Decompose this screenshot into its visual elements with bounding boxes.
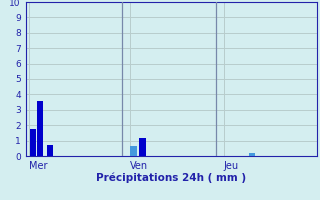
Bar — [37, 101, 43, 156]
Bar — [29, 129, 36, 156]
Bar — [249, 153, 255, 156]
Bar — [139, 138, 146, 156]
Bar — [47, 145, 53, 156]
Bar — [131, 146, 137, 156]
X-axis label: Précipitations 24h ( mm ): Précipitations 24h ( mm ) — [96, 172, 246, 183]
